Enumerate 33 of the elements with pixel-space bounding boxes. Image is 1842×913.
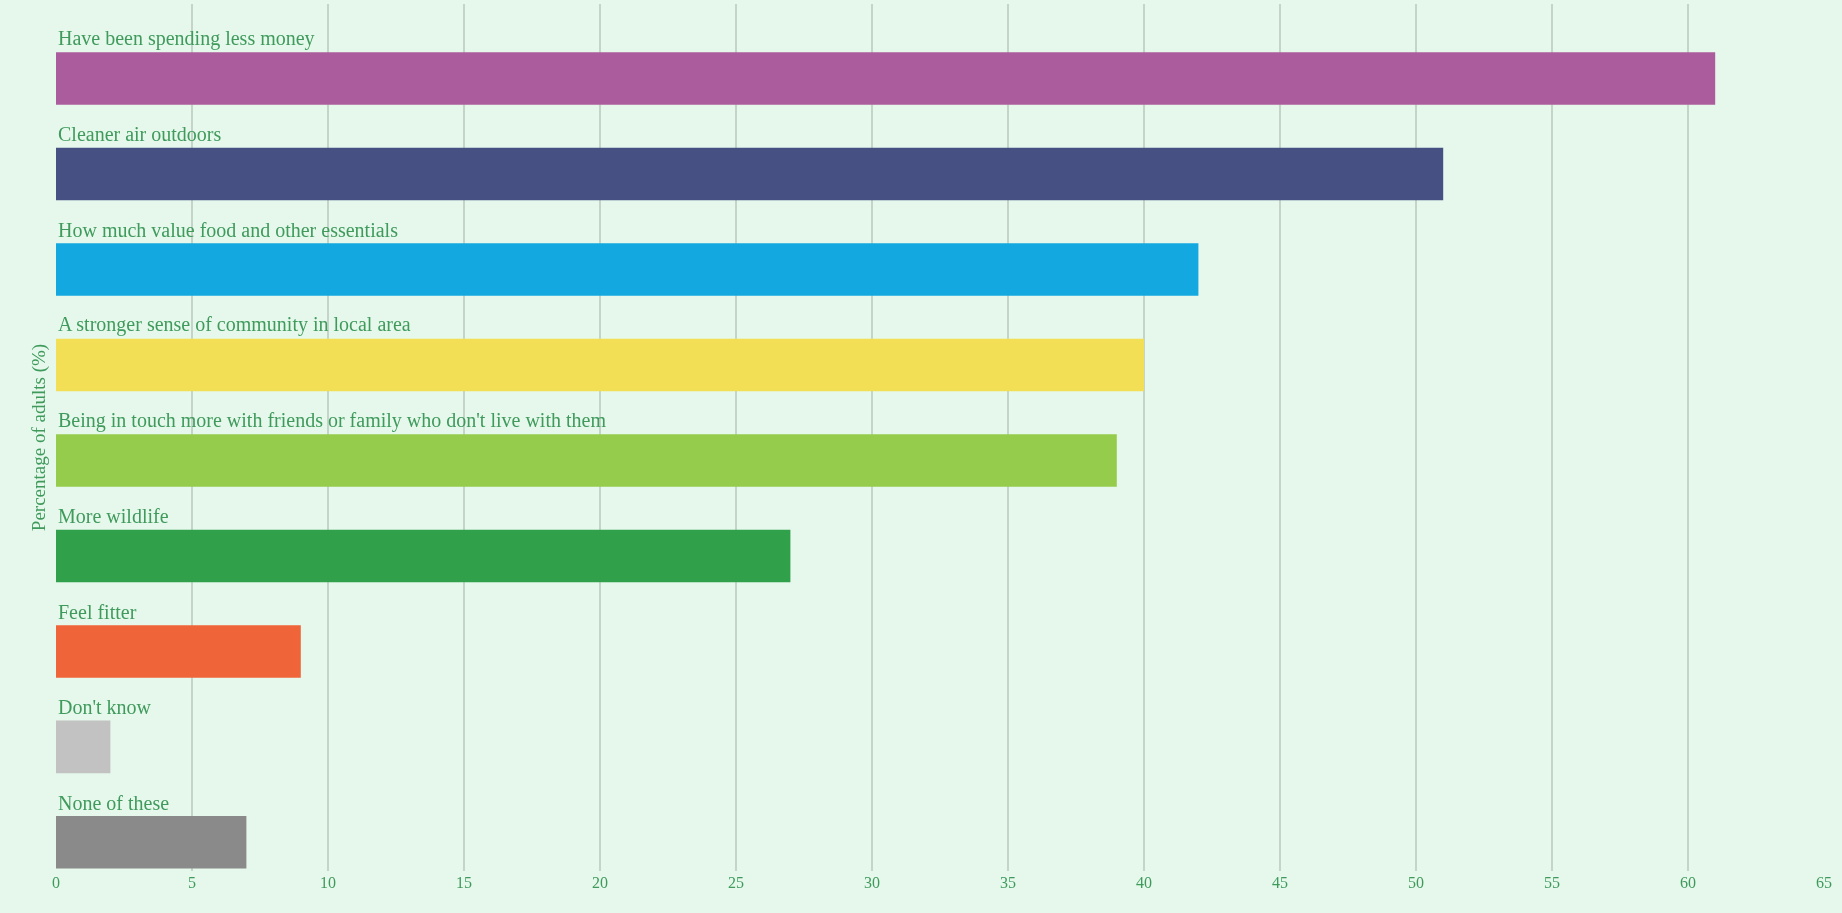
x-tick-label: 40	[1136, 874, 1152, 891]
y-tick-label: Have been spending less money	[58, 27, 315, 50]
bar	[56, 243, 1199, 296]
y-tick-label: Being in touch more with friends or family who don't live with them	[58, 409, 607, 432]
x-tick-label: 50	[1408, 874, 1424, 891]
x-tick-label: 15	[456, 874, 472, 891]
x-tick-label: 65	[1816, 874, 1832, 891]
bar	[56, 625, 301, 678]
bar	[56, 720, 111, 774]
x-tick-label: 30	[864, 874, 880, 891]
y-tick-label: More wildlife	[58, 505, 169, 527]
y-tick-label: A stronger sense of community in local area	[58, 313, 411, 336]
y-tick-label: How much value food and other essentials	[58, 219, 399, 241]
x-tick-label: 10	[320, 874, 336, 891]
bar	[56, 52, 1716, 105]
bar	[56, 434, 1117, 487]
bar	[56, 147, 1444, 201]
bar	[56, 529, 791, 583]
x-tick-label: 60	[1680, 874, 1696, 891]
y-tick-label: None of these	[58, 792, 170, 814]
y-tick-label: Cleaner air outdoors	[58, 123, 222, 145]
x-tick-label: 45	[1272, 874, 1288, 891]
y-tick-label: Feel fitter	[58, 601, 137, 623]
bar	[56, 816, 247, 869]
y-tick-label: Don't know	[58, 696, 152, 718]
x-tick-label: 25	[728, 874, 744, 891]
bar	[56, 338, 1144, 392]
x-tick-label: 20	[592, 874, 608, 891]
x-tick-label: 0	[52, 874, 60, 891]
y-axis-title: Percentage of adults (%)	[27, 343, 50, 532]
x-tick-label: 5	[188, 874, 196, 891]
x-tick-label: 35	[1000, 874, 1016, 891]
x-tick-label: 55	[1544, 874, 1560, 891]
